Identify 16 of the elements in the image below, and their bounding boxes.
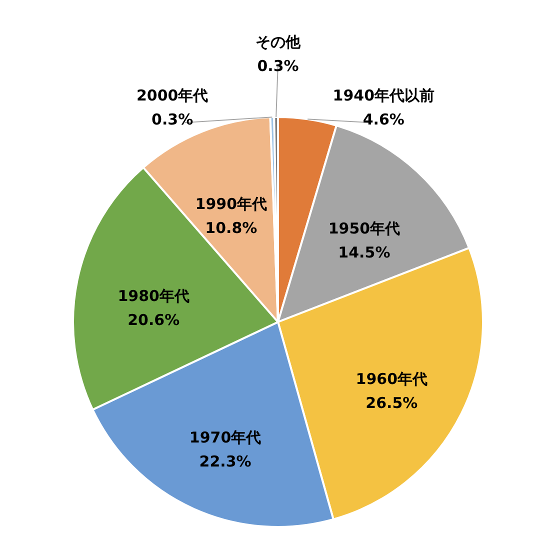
slice-label: 1970年代 bbox=[189, 428, 262, 447]
data-label: 22.3% bbox=[199, 452, 252, 471]
slice-label: 2000年代 bbox=[136, 86, 208, 104]
slice-label: 1960年代 bbox=[356, 370, 428, 388]
slice-label: 1990年代 bbox=[195, 194, 268, 213]
slice-label: 1980年代 bbox=[118, 287, 190, 306]
data-label: 10.8% bbox=[205, 218, 258, 237]
slice-label: その他 bbox=[256, 33, 302, 51]
data-label: 0.3% bbox=[257, 57, 299, 75]
data-label: 26.5% bbox=[366, 394, 418, 412]
data-label: 14.5% bbox=[338, 244, 390, 262]
slice-label: 1940年代以前 bbox=[332, 86, 435, 104]
data-label: 4.6% bbox=[362, 110, 404, 128]
data-label: 0.3% bbox=[152, 110, 194, 128]
slice-label: 1950年代 bbox=[328, 220, 400, 238]
data-label: 20.6% bbox=[128, 311, 180, 330]
